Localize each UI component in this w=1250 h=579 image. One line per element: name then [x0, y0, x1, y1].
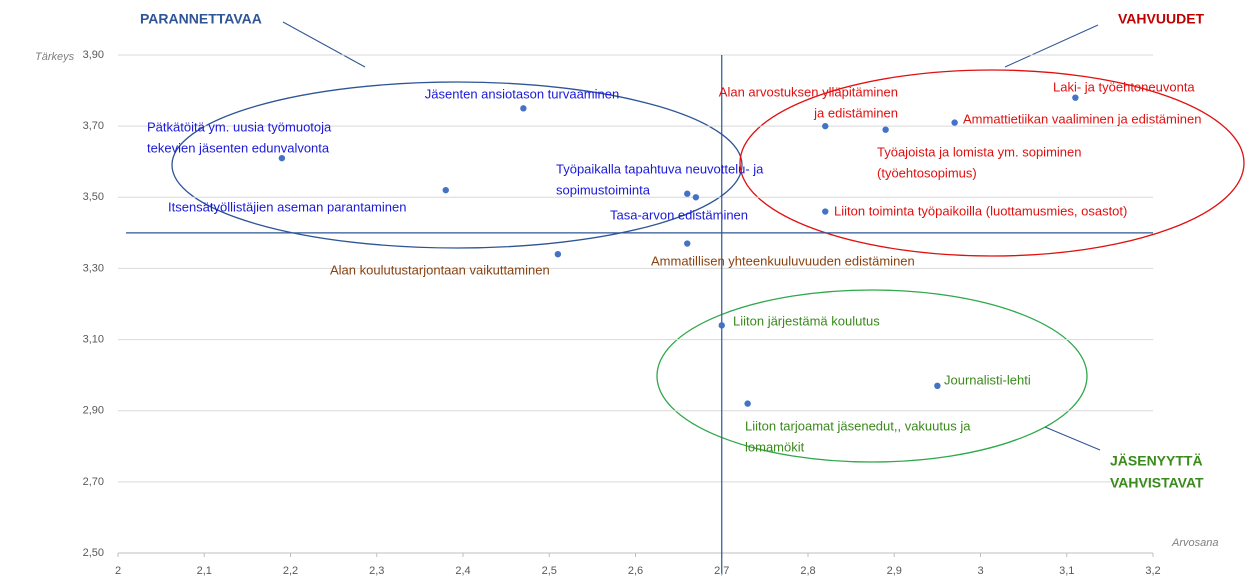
y-tick-label: 3,10 [83, 333, 104, 345]
y-tick-label: 2,70 [83, 476, 104, 488]
y-tick-label: 3,70 [83, 120, 104, 132]
x-tick-label: 3,2 [1145, 565, 1160, 577]
y-tick-label: 3,90 [83, 49, 104, 61]
x-tick-label: 2,3 [369, 565, 384, 577]
point [692, 194, 700, 201]
point-label: Pätkätöitä ym. uusia työmuotoja [147, 119, 332, 134]
point [684, 190, 691, 197]
callout-line [1004, 24, 1099, 68]
point-label: Tasa-arvon edistäminen [610, 207, 748, 222]
y-tick-label: 3,50 [83, 191, 104, 203]
point-label: Jäsenten ansiotason turvaaminen [425, 86, 619, 101]
x-tick-label: 2,4 [455, 565, 470, 577]
point-label: lomamökit [745, 439, 805, 454]
point [718, 322, 725, 329]
x-tick-label: 2,1 [197, 565, 212, 577]
group-ellipse [739, 69, 1245, 257]
point-label: Työpaikalla tapahtuva neuvottelu- ja [556, 161, 764, 176]
quadrant-title: JÄSENYYTTÄ [1110, 453, 1203, 469]
x-tick-label: 2,8 [800, 565, 815, 577]
point [822, 122, 829, 130]
point [520, 105, 527, 112]
point-label: Työajoista ja lomista ym. sopiminen [877, 144, 1081, 159]
x-axis-label: Arvosana [1171, 537, 1218, 549]
point [278, 154, 286, 162]
point-label: ja edistäminen [813, 105, 898, 120]
point-label: Ammattietiikan vaaliminen ja edistäminen [963, 111, 1201, 126]
quadrant-title: PARANNETTAVAA [140, 11, 262, 27]
x-tick-label: 2 [115, 565, 121, 577]
point-label: (työehtosopimus) [877, 165, 977, 180]
x-tick-label: 2,2 [283, 565, 298, 577]
point [1072, 94, 1079, 101]
point-label: Liiton tarjoamat jäsenedut,, vakuutus ja [745, 418, 971, 433]
point-label: Liiton toiminta työpaikoilla (luottamusm… [834, 203, 1127, 218]
point [554, 251, 562, 258]
x-tick-label: 2,5 [542, 565, 557, 577]
point [684, 240, 691, 247]
point-label: sopimustoiminta [556, 182, 651, 197]
point-label: Laki- ja työehtoneuvonta [1053, 79, 1195, 94]
y-axis-label: Tärkeys [35, 51, 75, 63]
x-tick-label: 3 [977, 565, 983, 577]
quadrant-title: VAHVUUDET [1118, 11, 1205, 27]
point [951, 119, 958, 126]
callout-line [1044, 426, 1101, 451]
x-tick-label: 3,1 [1059, 565, 1074, 577]
y-tick-label: 3,30 [83, 262, 104, 274]
quadrant-title: VAHVISTAVAT [1110, 475, 1204, 491]
group-ellipse [171, 81, 743, 249]
point [442, 186, 449, 194]
point-label: Journalisti-lehti [944, 372, 1031, 387]
point [822, 208, 829, 215]
point-label: Alan arvostuksen ylläpitäminen [719, 84, 898, 99]
point-label: tekevien jäsenten edunvalvonta [147, 140, 330, 155]
callout-line [282, 21, 366, 68]
y-tick-label: 2,50 [83, 547, 104, 559]
point-label: Itsensätyöllistäjien aseman parantaminen [168, 199, 406, 214]
point [934, 382, 941, 390]
point-label: Ammatillisen yhteenkuuluvuuden edistämin… [651, 253, 915, 268]
point [882, 126, 889, 133]
group-ellipse [656, 289, 1088, 463]
point-label: Liiton järjestämä koulutus [733, 313, 880, 328]
x-tick-label: 2,6 [628, 565, 643, 577]
point-label: Alan koulutustarjontaan vaikuttaminen [330, 262, 550, 277]
x-tick-label: 2,9 [887, 565, 902, 577]
point [744, 400, 751, 407]
y-tick-label: 2,90 [83, 405, 104, 417]
